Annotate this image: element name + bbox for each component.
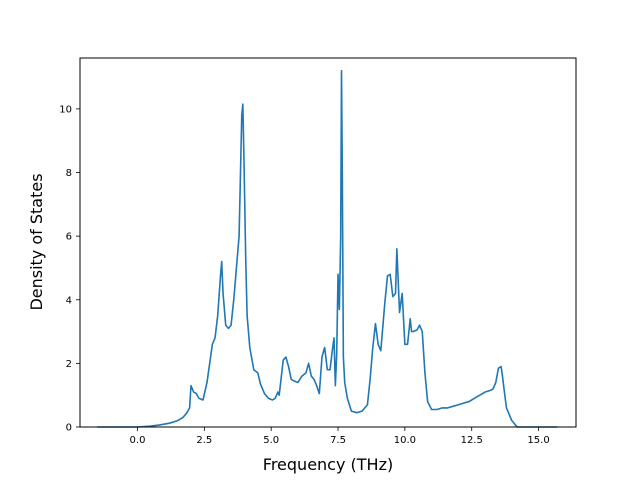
y-tick-label: 4 [66,295,72,306]
x-tick-label: 5.0 [263,435,279,446]
y-tick-label: 6 [66,232,72,243]
axes-frame [79,57,577,428]
x-tick-label: 2.5 [196,435,212,446]
x-tick-label: 10.0 [394,435,416,446]
x-axis-ticks: 0.0 2.5 5.0 7.5 10.0 12.5 15.0 [130,427,550,446]
x-axis-label: Frequency (THz) [263,455,393,474]
x-tick-label: 0.0 [130,435,146,446]
y-axis-label: Density of States [27,173,46,310]
dos-series-line [97,69,558,428]
x-tick-label: 15.0 [527,435,549,446]
y-tick-label: 8 [66,168,72,179]
y-tick-label: 0 [66,423,72,434]
y-tick-label: 2 [66,359,72,370]
y-tick-label: 10 [59,104,72,115]
plot-area [97,69,558,428]
x-tick-label: 7.5 [330,435,346,446]
y-axis-ticks: 0 2 4 6 8 10 [59,104,80,434]
x-tick-label: 12.5 [461,435,483,446]
